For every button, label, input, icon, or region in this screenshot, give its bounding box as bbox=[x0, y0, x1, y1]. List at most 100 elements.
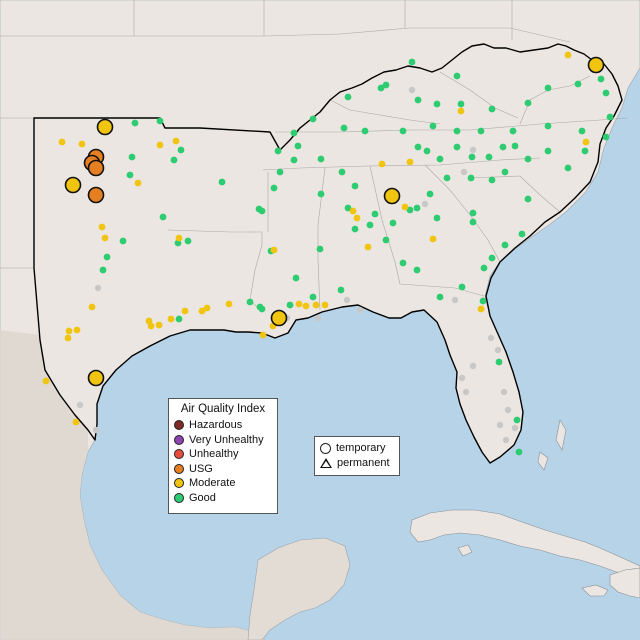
monitor-moderate[interactable] bbox=[172, 137, 180, 145]
monitor-good[interactable] bbox=[495, 358, 503, 366]
monitor-no-data[interactable] bbox=[94, 284, 102, 292]
monitor-moderate[interactable] bbox=[457, 107, 465, 115]
monitor-temporary[interactable] bbox=[64, 176, 82, 194]
monitor-no-data[interactable] bbox=[356, 306, 364, 314]
monitor-good[interactable] bbox=[246, 298, 254, 306]
monitor-good[interactable] bbox=[457, 100, 465, 108]
monitor-good[interactable] bbox=[276, 168, 284, 176]
monitor-good[interactable] bbox=[103, 253, 111, 261]
monitor-no-data[interactable] bbox=[494, 346, 502, 354]
monitor-good[interactable] bbox=[515, 448, 523, 456]
monitor-temporary[interactable] bbox=[96, 118, 114, 136]
monitor-good[interactable] bbox=[501, 168, 509, 176]
monitor-moderate[interactable] bbox=[302, 302, 310, 310]
monitor-good[interactable] bbox=[344, 204, 352, 212]
monitor-good[interactable] bbox=[366, 221, 374, 229]
monitor-moderate[interactable] bbox=[147, 322, 155, 330]
monitor-no-data[interactable] bbox=[469, 362, 477, 370]
monitor-good[interactable] bbox=[126, 171, 134, 179]
monitor-good[interactable] bbox=[564, 164, 572, 172]
monitor-moderate[interactable] bbox=[270, 246, 278, 254]
monitor-no-data[interactable] bbox=[421, 200, 429, 208]
monitor-good[interactable] bbox=[524, 99, 532, 107]
monitor-good[interactable] bbox=[423, 147, 431, 155]
monitor-moderate[interactable] bbox=[582, 138, 590, 146]
monitor-moderate[interactable] bbox=[225, 300, 233, 308]
monitor-good[interactable] bbox=[309, 115, 317, 123]
monitor-good[interactable] bbox=[99, 266, 107, 274]
monitor-moderate[interactable] bbox=[73, 326, 81, 334]
monitor-good[interactable] bbox=[429, 122, 437, 130]
monitor-good[interactable] bbox=[485, 153, 493, 161]
monitor-moderate[interactable] bbox=[181, 307, 189, 315]
monitor-moderate[interactable] bbox=[88, 303, 96, 311]
monitor-moderate[interactable] bbox=[134, 179, 142, 187]
monitor-moderate[interactable] bbox=[72, 418, 80, 426]
monitor-no-data[interactable] bbox=[458, 374, 466, 382]
monitor-good[interactable] bbox=[501, 241, 509, 249]
monitor-temporary[interactable] bbox=[87, 159, 105, 177]
monitor-moderate[interactable] bbox=[364, 243, 372, 251]
monitor-moderate[interactable] bbox=[198, 307, 206, 315]
monitor-good[interactable] bbox=[602, 133, 610, 141]
monitor-moderate[interactable] bbox=[203, 304, 211, 312]
monitor-good[interactable] bbox=[377, 84, 385, 92]
monitor-moderate[interactable] bbox=[64, 334, 72, 342]
monitor-good[interactable] bbox=[544, 84, 552, 92]
monitor-good[interactable] bbox=[606, 113, 614, 121]
monitor-good[interactable] bbox=[513, 416, 521, 424]
monitor-no-data[interactable] bbox=[504, 406, 512, 414]
monitor-moderate[interactable] bbox=[406, 158, 414, 166]
monitor-moderate[interactable] bbox=[167, 315, 175, 323]
monitor-good[interactable] bbox=[524, 155, 532, 163]
monitor-good[interactable] bbox=[128, 153, 136, 161]
monitor-no-data[interactable] bbox=[469, 146, 477, 154]
monitor-good[interactable] bbox=[413, 204, 421, 212]
monitor-good[interactable] bbox=[413, 266, 421, 274]
monitor-moderate[interactable] bbox=[58, 138, 66, 146]
monitor-good[interactable] bbox=[177, 146, 185, 154]
monitor-good[interactable] bbox=[488, 105, 496, 113]
monitor-good[interactable] bbox=[218, 178, 226, 186]
monitor-moderate[interactable] bbox=[155, 321, 163, 329]
monitor-good[interactable] bbox=[602, 89, 610, 97]
monitor-good[interactable] bbox=[256, 303, 264, 311]
monitor-good[interactable] bbox=[414, 143, 422, 151]
monitor-good[interactable] bbox=[382, 236, 390, 244]
monitor-moderate[interactable] bbox=[401, 203, 409, 211]
monitor-good[interactable] bbox=[479, 297, 487, 305]
monitor-good[interactable] bbox=[351, 182, 359, 190]
monitor-good[interactable] bbox=[488, 176, 496, 184]
monitor-temporary[interactable] bbox=[87, 186, 105, 204]
monitor-good[interactable] bbox=[509, 127, 517, 135]
monitor-good[interactable] bbox=[443, 174, 451, 182]
monitor-good[interactable] bbox=[477, 127, 485, 135]
monitor-good[interactable] bbox=[544, 122, 552, 130]
monitor-good[interactable] bbox=[469, 209, 477, 217]
monitor-good[interactable] bbox=[453, 143, 461, 151]
monitor-good[interactable] bbox=[458, 283, 466, 291]
monitor-no-data[interactable] bbox=[487, 334, 495, 342]
monitor-moderate[interactable] bbox=[101, 234, 109, 242]
monitor-no-data[interactable] bbox=[343, 296, 351, 304]
monitor-good[interactable] bbox=[499, 143, 507, 151]
monitor-moderate[interactable] bbox=[477, 305, 485, 313]
monitor-good[interactable] bbox=[274, 147, 282, 155]
monitor-moderate[interactable] bbox=[429, 235, 437, 243]
monitor-good[interactable] bbox=[258, 207, 266, 215]
monitor-good[interactable] bbox=[453, 72, 461, 80]
monitor-moderate[interactable] bbox=[65, 327, 73, 335]
monitor-moderate[interactable] bbox=[564, 51, 572, 59]
monitor-good[interactable] bbox=[119, 237, 127, 245]
monitor-good[interactable] bbox=[399, 127, 407, 135]
monitor-no-data[interactable] bbox=[451, 296, 459, 304]
monitor-good[interactable] bbox=[337, 286, 345, 294]
monitor-good[interactable] bbox=[468, 153, 476, 161]
monitor-good[interactable] bbox=[340, 124, 348, 132]
monitor-good[interactable] bbox=[309, 293, 317, 301]
monitor-good[interactable] bbox=[184, 237, 192, 245]
monitor-good[interactable] bbox=[338, 168, 346, 176]
monitor-good[interactable] bbox=[351, 225, 359, 233]
monitor-good[interactable] bbox=[453, 127, 461, 135]
